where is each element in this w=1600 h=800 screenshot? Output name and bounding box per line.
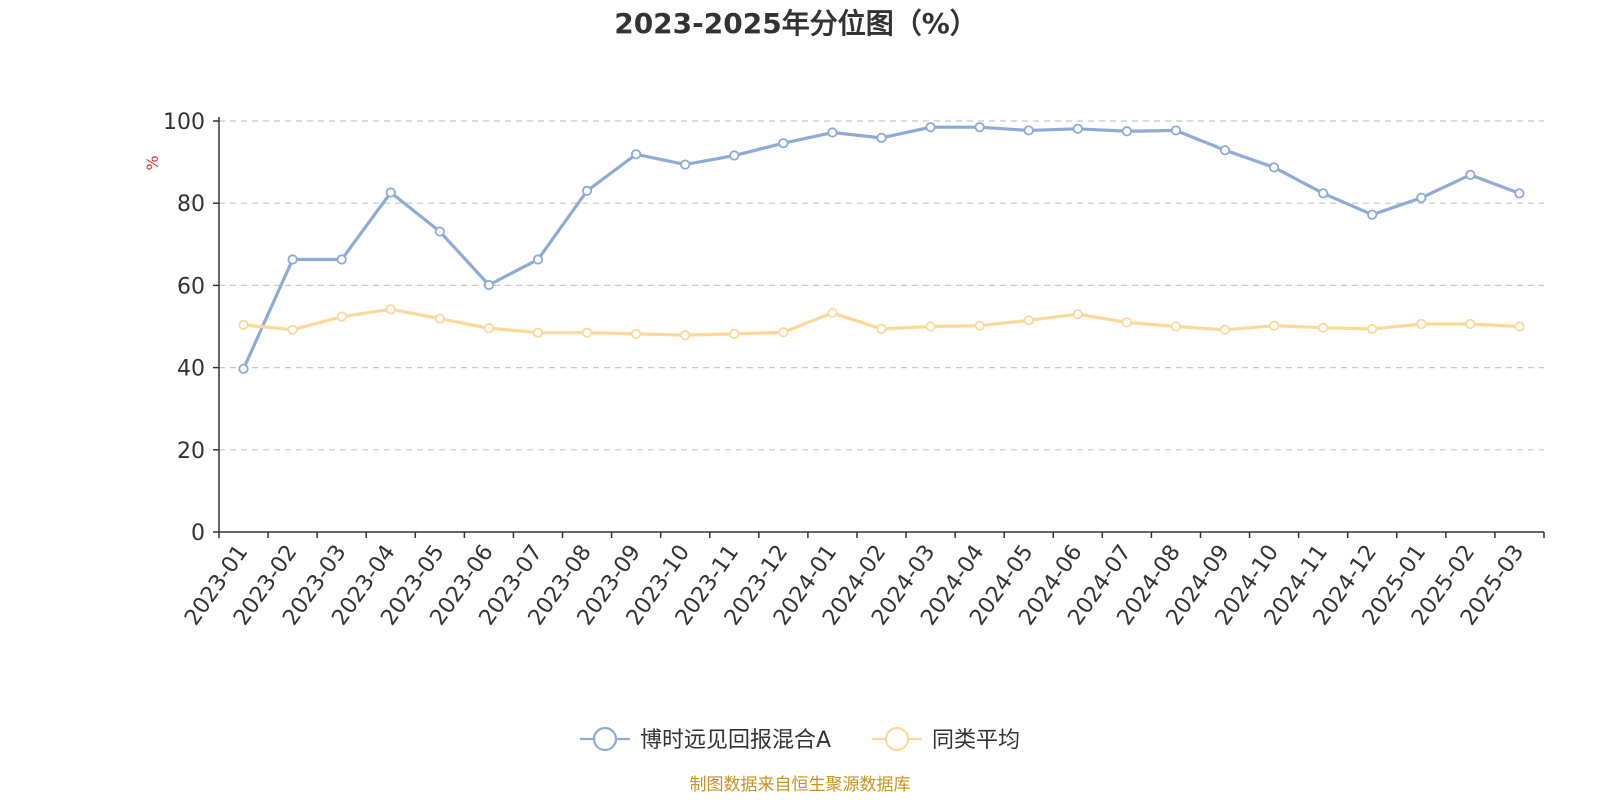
legend-marker-icon — [592, 726, 618, 752]
data-point[interactable] — [1416, 318, 1427, 330]
data-point[interactable] — [385, 304, 396, 315]
data-point[interactable] — [287, 254, 298, 265]
data-point[interactable] — [1072, 309, 1083, 320]
data-point[interactable] — [238, 363, 249, 374]
data-point[interactable] — [1318, 322, 1329, 333]
data-point[interactable] — [336, 254, 347, 265]
legend: 博时远见回报混合A 同类平均 — [580, 726, 1020, 753]
x-axis: 2023-012023-022023-032023-042023-052023-… — [180, 531, 1545, 630]
data-point[interactable] — [336, 311, 347, 322]
chart-title: 2023-2025年分位图（%） — [614, 7, 978, 40]
data-point[interactable] — [1023, 315, 1034, 326]
y-tick-label: 100 — [163, 110, 205, 135]
data-point[interactable] — [238, 319, 249, 330]
series-1 — [238, 122, 1525, 374]
data-point[interactable] — [1170, 125, 1182, 136]
data-point[interactable] — [1367, 323, 1378, 335]
y-tick-label: 80 — [177, 192, 205, 217]
data-point[interactable] — [1514, 188, 1525, 199]
data-point[interactable] — [680, 330, 691, 341]
data-point[interactable] — [1121, 126, 1132, 137]
y-tick-label: 0 — [191, 521, 205, 546]
data-point[interactable] — [729, 328, 740, 339]
legend-label: 同类平均 — [932, 728, 1020, 753]
y-tick-label: 40 — [177, 357, 205, 382]
legend-marker-icon — [884, 726, 910, 752]
y-tick-label: 20 — [177, 439, 205, 464]
data-point[interactable] — [1367, 209, 1378, 220]
data-point[interactable] — [827, 307, 838, 319]
y-axis-unit-label: % — [143, 155, 162, 170]
data-point[interactable] — [778, 138, 789, 149]
data-point[interactable] — [1514, 321, 1525, 332]
data-point[interactable] — [1023, 125, 1034, 136]
data-point[interactable] — [1219, 145, 1231, 156]
data-point[interactable] — [974, 320, 985, 331]
data-point[interactable] — [1465, 169, 1476, 180]
data-point[interactable] — [1072, 123, 1083, 134]
data-point[interactable] — [581, 327, 593, 338]
data-point[interactable] — [1268, 162, 1280, 173]
data-point[interactable] — [434, 226, 445, 237]
data-point[interactable] — [1318, 188, 1329, 199]
data-point[interactable] — [532, 254, 544, 265]
data-point[interactable] — [1268, 320, 1280, 331]
data-point[interactable] — [1416, 192, 1427, 203]
data-point[interactable] — [385, 187, 396, 198]
data-point[interactable] — [287, 324, 298, 335]
data-point[interactable] — [876, 323, 887, 335]
legend-item-2[interactable]: 同类平均 — [872, 726, 1020, 753]
series-layer — [238, 122, 1525, 374]
series-2 — [238, 304, 1525, 341]
data-point[interactable] — [631, 328, 642, 339]
data-point[interactable] — [778, 327, 789, 338]
data-point[interactable] — [631, 149, 642, 160]
data-point[interactable] — [1121, 317, 1132, 328]
y-tick-label: 60 — [177, 274, 205, 299]
legend-item-1[interactable]: 博时远见回报混合A — [580, 726, 831, 753]
data-point[interactable] — [1465, 318, 1476, 330]
data-point[interactable] — [483, 323, 495, 334]
data-point[interactable] — [925, 122, 936, 133]
legend-label: 博时远见回报混合A — [640, 728, 831, 753]
data-point[interactable] — [483, 279, 495, 291]
y-axis: 0 20 40 60 80 100 — [163, 110, 220, 546]
grid-lines — [219, 120, 1544, 451]
data-point[interactable] — [876, 132, 887, 143]
data-point[interactable] — [434, 313, 445, 324]
data-point[interactable] — [1170, 321, 1182, 332]
data-point[interactable] — [974, 122, 985, 133]
source-note: 制图数据来自恒生聚源数据库 — [690, 775, 911, 795]
data-point[interactable] — [532, 327, 544, 338]
data-point[interactable] — [729, 150, 740, 161]
data-point[interactable] — [925, 321, 936, 332]
data-point[interactable] — [1219, 324, 1231, 335]
data-point[interactable] — [581, 185, 593, 196]
data-point[interactable] — [827, 127, 838, 138]
data-point[interactable] — [680, 159, 691, 170]
